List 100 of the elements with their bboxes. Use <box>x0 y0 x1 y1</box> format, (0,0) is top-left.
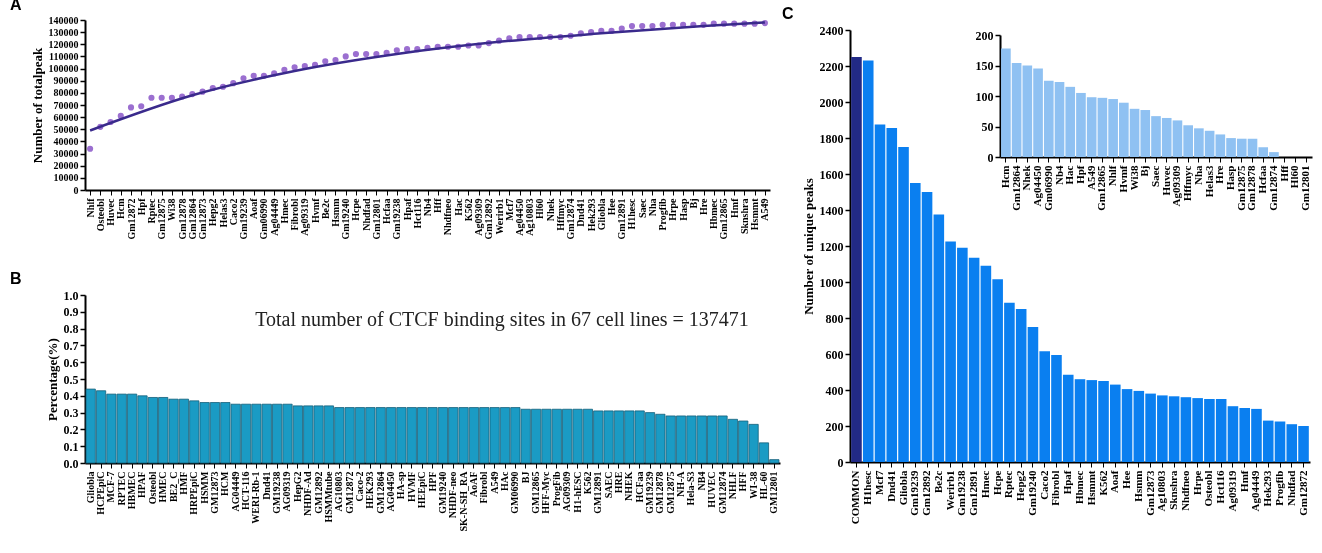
y-tick-label: 0.6 <box>63 355 79 370</box>
x-tick-label: Fibrobl <box>478 471 490 504</box>
x-tick-label: H1hesc <box>626 197 638 230</box>
x-tick-label: Hcm <box>998 165 1011 189</box>
x-tick-label: Hpaf <box>1061 470 1074 495</box>
x-tick-label: Nhdfad <box>360 198 372 231</box>
x-tick-label: HBMEC <box>126 471 138 510</box>
x-tick-label: NHDF-Ad <box>302 471 314 516</box>
x-tick-label: Hcm <box>115 197 127 220</box>
x-tick-label: GM12891 <box>592 471 604 514</box>
x-tick-label: HFF-Myc <box>540 470 552 514</box>
x-tick-label: BJ <box>519 471 531 484</box>
x-tick-label: Hrpe <box>1190 470 1203 495</box>
y-tick-label: 0.7 <box>63 338 79 353</box>
y-tick-label: 1800 <box>819 131 844 146</box>
y-axis-title: Number of unique peaks <box>800 178 816 315</box>
x-tick-label: Hsmmt <box>1084 470 1097 506</box>
x-tick-label: NHLF <box>726 471 738 500</box>
x-tick-label: Gm12891 <box>616 198 628 240</box>
x-tick-label: Nb4 <box>1052 165 1065 186</box>
x-tick-label: Bj <box>1138 165 1151 177</box>
x-tick-label: Gm12892 <box>920 470 933 516</box>
x-tick-label: GM19240 <box>436 471 448 514</box>
y-tick-label: 10000 <box>53 172 79 184</box>
x-tick-label: K562 <box>462 198 474 222</box>
x-tick-label: Osteobl <box>94 198 106 232</box>
x-tick-label: SK-N-SH_RA <box>457 470 469 532</box>
x-tick-label: Werirb1 <box>493 198 505 235</box>
x-tick-label: Gm12878 <box>1245 165 1258 211</box>
x-tick-label: Hmec <box>978 470 991 498</box>
x-tick-label: K562 <box>1096 470 1109 496</box>
y-tick-label: 2400 <box>819 23 844 38</box>
x-tick-label: Ag04450 <box>1031 165 1044 207</box>
y-tick-label: 2000 <box>819 95 844 110</box>
x-tick-label: Fibrobl <box>1049 470 1062 506</box>
x-tick-label: Nhek <box>1020 164 1033 191</box>
x-tick-label: AG10803 <box>333 471 345 512</box>
y-tick-label: 0.4 <box>63 389 79 404</box>
x-tick-label: NB4 <box>695 471 707 491</box>
x-tick-label: Be2c <box>319 197 331 220</box>
y-tick-label: 1200 <box>819 239 844 254</box>
bar <box>851 57 862 462</box>
y-tick-label: 800 <box>825 311 844 326</box>
x-tick-label: HRPEpiC <box>188 471 200 515</box>
x-tick-label: Gm12864 <box>186 198 198 240</box>
x-tick-label: GM06990 <box>509 471 521 514</box>
x-tick-label: Hffmyc <box>1181 165 1194 201</box>
x-tick-label: COMMON <box>849 470 862 525</box>
x-tick-label: GM12801 <box>768 471 780 514</box>
x-tick-label: Hcpe <box>350 197 362 221</box>
x-tick-label: Hff <box>432 197 444 213</box>
y-tick-label: 100000 <box>48 63 79 75</box>
x-tick-label: Gliobla <box>595 198 607 231</box>
x-tick-label: Gm12801 <box>1299 165 1312 211</box>
x-tick-label: Huvec <box>105 197 117 226</box>
x-tick-label: Nhek <box>544 198 556 222</box>
x-tick-label: Rptec <box>1002 470 1015 498</box>
x-tick-label: Gm12865 <box>1095 165 1108 211</box>
x-tick-label: HPF <box>426 471 438 492</box>
x-tick-label: GM12872 <box>343 471 355 514</box>
y-tick-label: 200 <box>825 419 844 434</box>
x-tick-label: Hcfaa <box>381 198 393 225</box>
y-tick-label: 0.2 <box>63 422 79 437</box>
x-tick-label: Bj <box>687 198 699 209</box>
x-tick-label: Gm12891 <box>967 470 980 516</box>
x-tick-label: AG09319 <box>281 471 293 512</box>
x-tick-label: Osteobl <box>146 471 158 505</box>
x-tick-label: Gliobla <box>84 471 96 504</box>
x-tick-label: Hpaf <box>401 197 413 221</box>
x-tick-label: Nhdfneo <box>1178 470 1191 511</box>
x-tick-label: Gm19239 <box>237 198 249 240</box>
x-tick-label: Sknshra <box>738 198 750 235</box>
x-tick-label: HVMF <box>405 471 417 503</box>
x-tick-label: Gm12873 <box>197 198 209 240</box>
x-tick-label: Hsmm <box>1131 470 1144 502</box>
x-tick-label: AG04449 <box>229 471 241 512</box>
x-tick-label: Ag09309 <box>473 198 485 236</box>
x-tick-label: Gm12872 <box>1296 470 1309 516</box>
x-tick-label: SAEC <box>602 471 614 499</box>
x-tick-label: Osteobl <box>1202 470 1215 507</box>
x-tick-label: Dnd41 <box>884 470 897 502</box>
x-tick-label: AoAF <box>467 471 479 498</box>
x-tick-label: BE2_C <box>167 471 179 503</box>
x-tick-label: Hsmm <box>329 197 341 227</box>
x-tick-label: Hbmec <box>1073 470 1085 505</box>
x-tick-label: Hvmf <box>309 197 321 223</box>
x-tick-label: Hrpe <box>667 197 679 221</box>
y-tick-label: 120000 <box>48 38 79 50</box>
x-tick-label: Hbmec <box>708 197 720 230</box>
x-tick-label: Nha <box>646 198 658 217</box>
x-tick-label: HEEpiC <box>416 471 428 509</box>
x-tick-label: HMEC <box>157 471 169 503</box>
x-tick-label: Hpf <box>1073 165 1086 184</box>
x-tick-label: Werirb1 <box>943 470 956 511</box>
y-axis-title: Percentage(%) <box>44 338 60 421</box>
x-tick-label: Hac <box>452 197 464 216</box>
x-tick-label: Hmf <box>1237 470 1250 492</box>
x-tick-label: HMF <box>177 471 189 495</box>
x-tick-label: HEK293 <box>364 471 376 509</box>
x-tick-label: Fibrobl <box>289 198 301 231</box>
